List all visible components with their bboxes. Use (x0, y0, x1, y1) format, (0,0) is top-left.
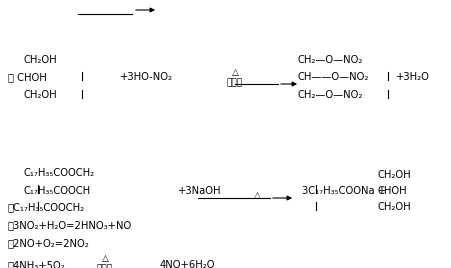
Text: C₁₇H₃₅COOCH₂: C₁₇H₃₅COOCH₂ (24, 168, 95, 178)
Text: ␁4NH₃+5O₂: ␁4NH₃+5O₂ (8, 260, 65, 268)
Text: △: △ (231, 68, 238, 77)
Text: CH₂OH: CH₂OH (377, 202, 411, 212)
Text: CH₂—O—NO₂: CH₂—O—NO₂ (297, 90, 363, 100)
Text: +3HO-NO₂: +3HO-NO₂ (120, 72, 173, 82)
Text: 3C₁₇H₃₅COONa +: 3C₁₇H₃₅COONa + (301, 186, 385, 196)
Text: CH₂OH: CH₂OH (24, 90, 57, 100)
Text: CH₂OH: CH₂OH (377, 170, 411, 180)
Text: ␄C₁₇H₃₅COOCH₂: ␄C₁₇H₃₅COOCH₂ (8, 202, 85, 212)
Text: CH——O—NO₂: CH——O—NO₂ (297, 72, 368, 82)
Text: △: △ (253, 191, 260, 200)
Text: CH₂OH: CH₂OH (24, 55, 57, 65)
Text: 4NO+6H₂O: 4NO+6H₂O (160, 260, 215, 268)
Text: CH₂—O—NO₂: CH₂—O—NO₂ (297, 55, 363, 65)
Text: △: △ (101, 254, 108, 263)
Text: ␅ CHOH: ␅ CHOH (8, 72, 46, 82)
Text: +3H₂O: +3H₂O (395, 72, 429, 82)
Text: C₁₇H₃₅COOCH: C₁₇H₃₅COOCH (24, 186, 91, 196)
Text: CHOH: CHOH (377, 186, 407, 196)
Text: ␃3NO₂+H₂O=2HNO₃+NO: ␃3NO₂+H₂O=2HNO₃+NO (8, 220, 132, 230)
Text: 催化剤: 催化剤 (97, 264, 113, 268)
Text: 濣硫酸: 濣硫酸 (226, 78, 243, 87)
Text: +3NaOH: +3NaOH (178, 186, 221, 196)
Text: ␂2NO+O₂=2NO₂: ␂2NO+O₂=2NO₂ (8, 238, 90, 248)
